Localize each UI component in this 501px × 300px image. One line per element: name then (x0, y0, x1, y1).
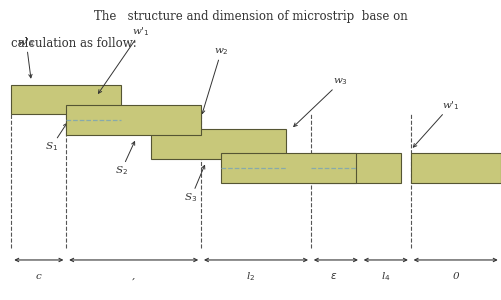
Text: $\epsilon$: $\epsilon$ (329, 271, 336, 281)
Text: S$_2$: S$_2$ (114, 142, 134, 177)
Text: c: c (36, 272, 42, 281)
Text: The   structure and dimension of microstrip  base on: The structure and dimension of microstri… (94, 10, 407, 23)
FancyBboxPatch shape (410, 153, 499, 183)
Text: 0: 0 (451, 272, 458, 281)
Text: w'$_4$: w'$_4$ (18, 37, 35, 78)
Text: S$_1$: S$_1$ (45, 124, 67, 153)
Text: w$_3$: w$_3$ (293, 76, 348, 127)
Text: l$_2$: l$_2$ (246, 270, 255, 283)
FancyBboxPatch shape (220, 153, 355, 183)
Text: w'$_1$: w'$_1$ (98, 25, 150, 93)
Text: calculation as follow:: calculation as follow: (12, 37, 137, 50)
Text: w$_2$: w$_2$ (201, 46, 228, 114)
FancyBboxPatch shape (12, 85, 121, 114)
FancyBboxPatch shape (310, 153, 400, 183)
FancyBboxPatch shape (151, 129, 286, 159)
FancyBboxPatch shape (66, 105, 201, 135)
Text: w'$_1$: w'$_1$ (412, 99, 459, 147)
Text: l$_4$: l$_4$ (380, 270, 390, 283)
Text: ,: , (132, 272, 135, 281)
Text: S$_3$: S$_3$ (184, 165, 204, 204)
